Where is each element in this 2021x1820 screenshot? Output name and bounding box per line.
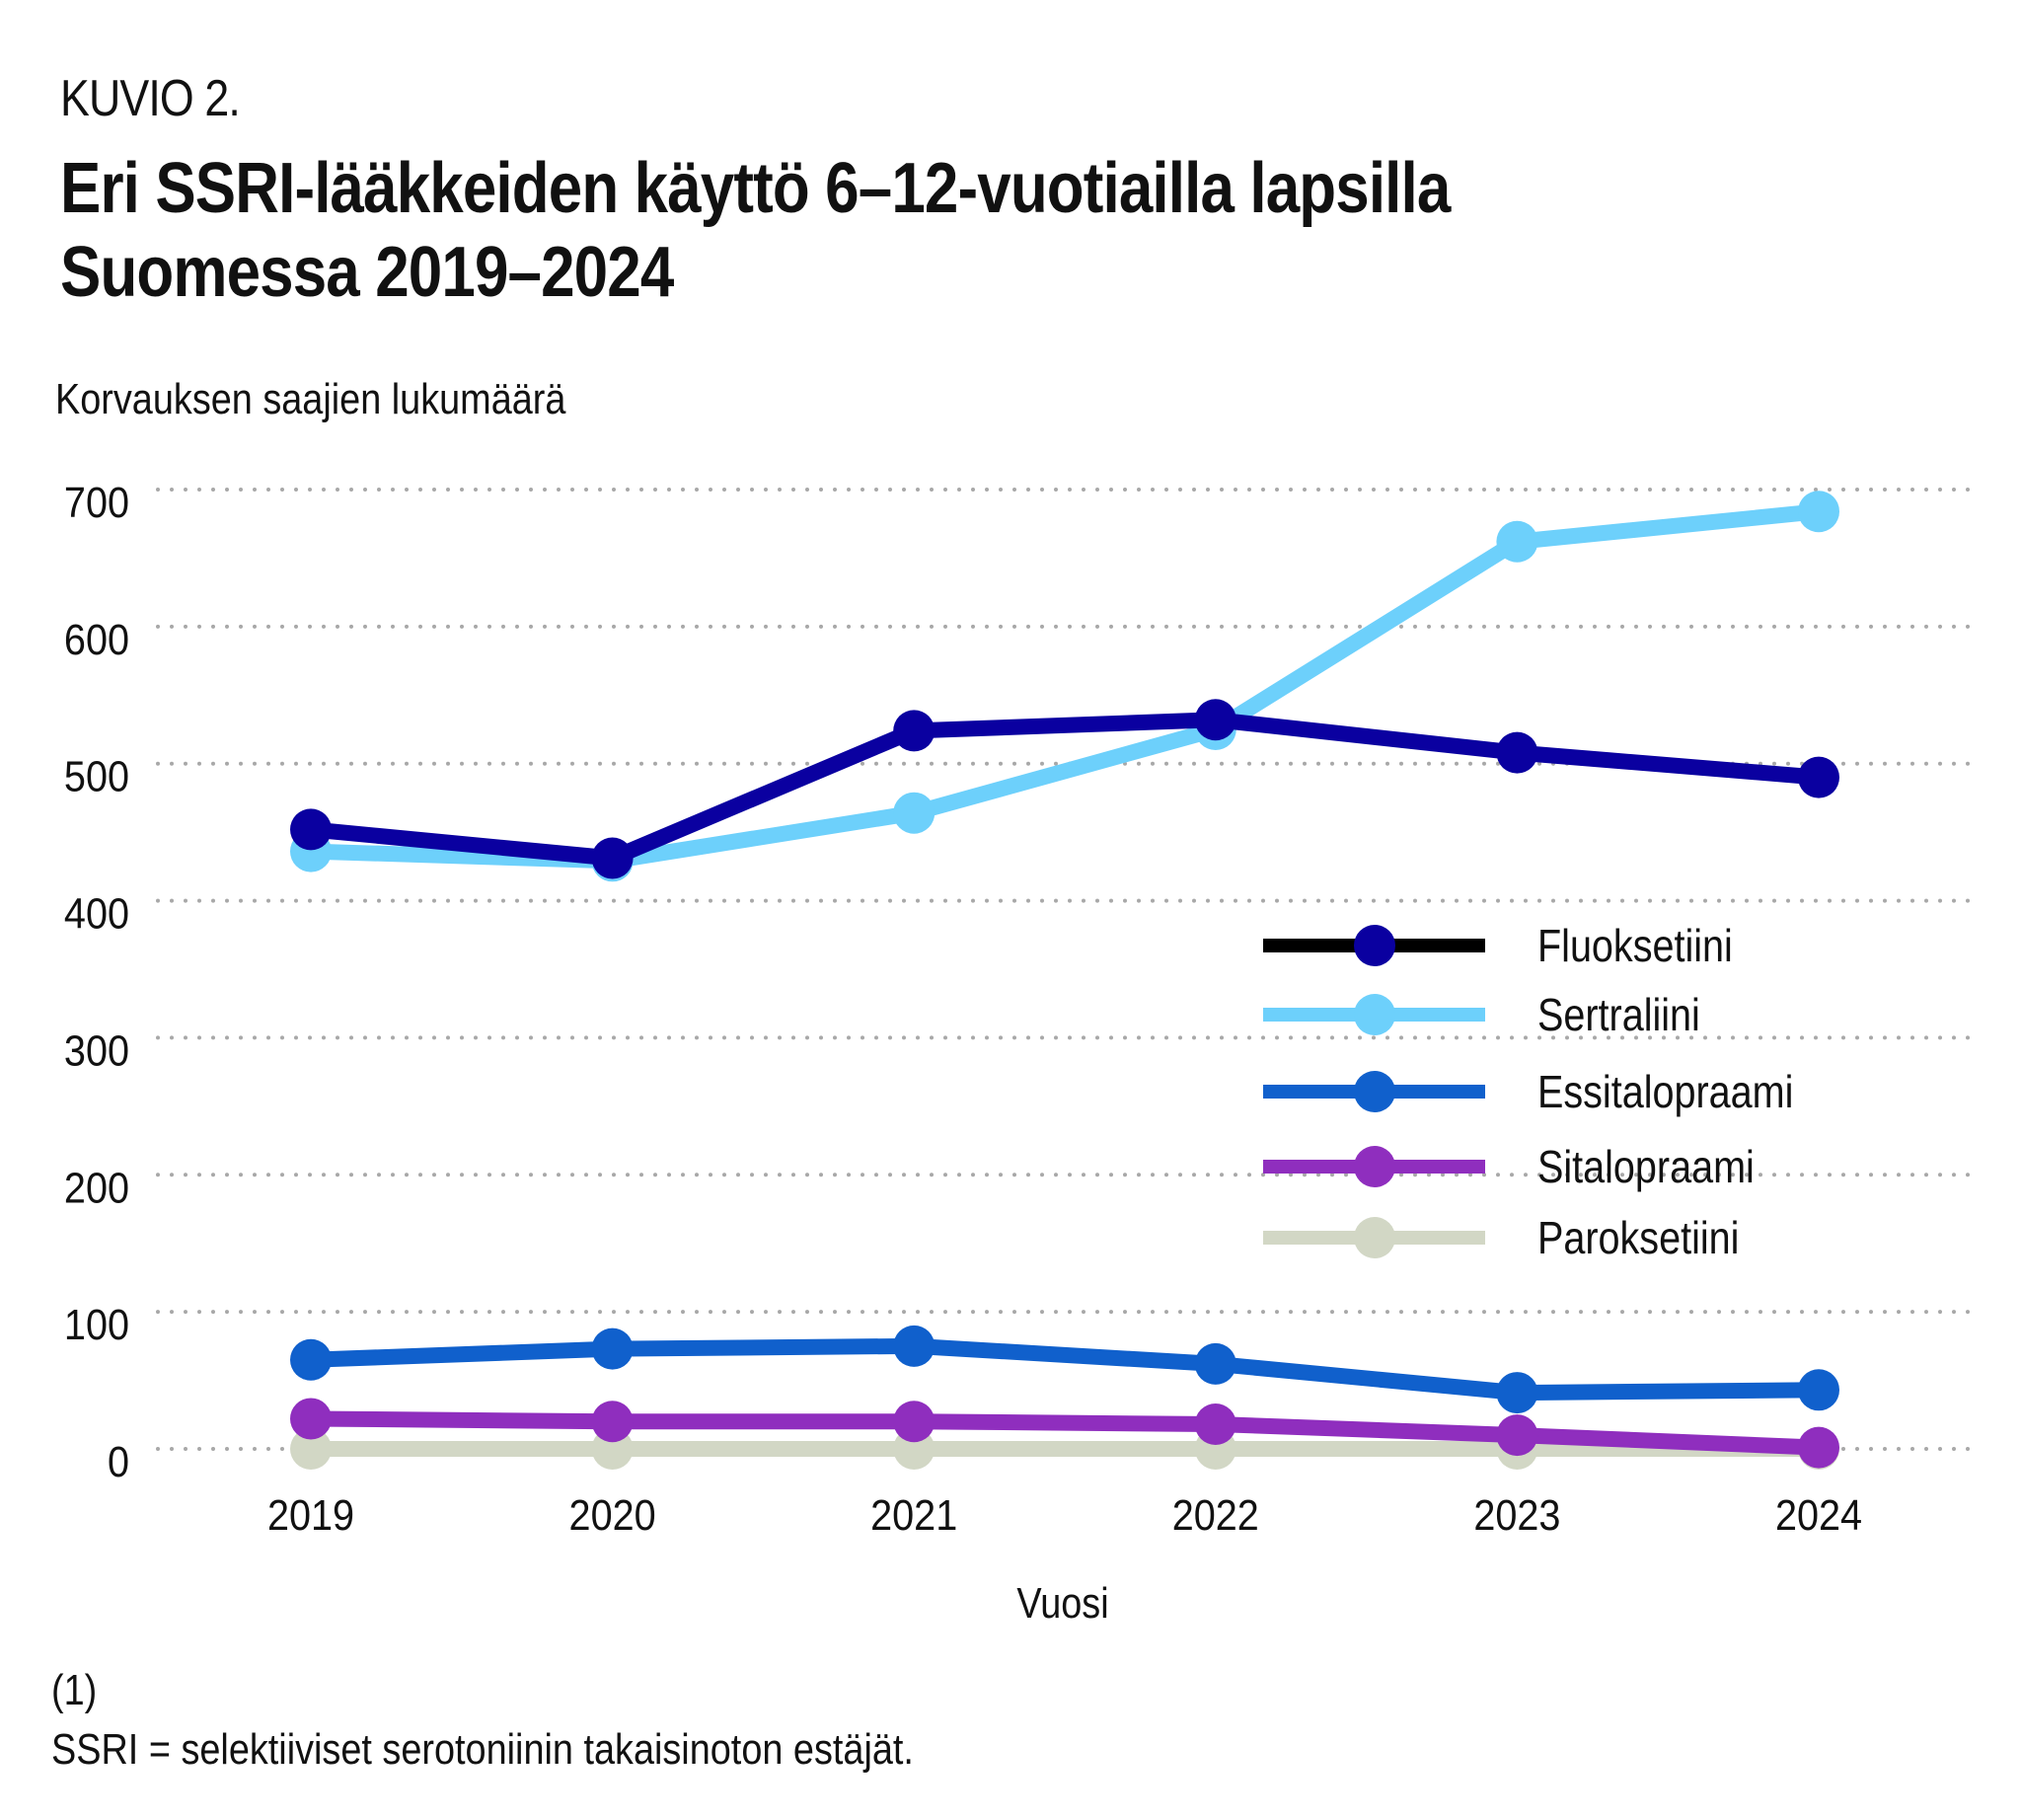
- data-point: [591, 1401, 634, 1443]
- data-point: [1496, 520, 1538, 563]
- legend: Fluoksetiini Sertraliini Essitalopraami Sit…: [1263, 921, 1793, 1264]
- legend-item: Fluoksetiini: [1263, 921, 1733, 972]
- y-tick-label: 500: [64, 752, 129, 800]
- chart-title-line-1: Eri SSRI-lääkkeiden käyttö 6–12-vuotiail…: [60, 149, 1451, 228]
- y-tick-label: 300: [64, 1025, 129, 1074]
- x-tick-label: 2023: [1473, 1490, 1560, 1539]
- data-point: [1798, 491, 1839, 533]
- legend-label: Essitalopraami: [1537, 1067, 1793, 1117]
- data-point: [1496, 731, 1538, 774]
- series-fluoksetiini: [290, 699, 1839, 879]
- legend-item: Paroksetiini: [1263, 1213, 1739, 1264]
- y-tick-label: 700: [64, 478, 129, 526]
- data-point: [1496, 1414, 1538, 1457]
- legend-item: Essitalopraami: [1263, 1067, 1793, 1118]
- series-lines: [290, 491, 1839, 1470]
- data-point: [1798, 1426, 1839, 1469]
- data-point: [290, 1428, 332, 1470]
- series-line: [310, 712, 1820, 867]
- x-axis-label: Vuosi: [1016, 1579, 1109, 1628]
- y-axis-label: Korvauksen saajien lukumäärä: [55, 375, 566, 423]
- data-point: [893, 710, 936, 752]
- x-tick-labels: 2019 2020 2021 2022 2023 2024: [267, 1490, 1862, 1539]
- legend-marker: [1354, 1217, 1395, 1258]
- series-sitalopraami: [290, 1398, 1839, 1469]
- x-tick-label: 2020: [569, 1490, 656, 1539]
- data-point: [290, 1398, 332, 1440]
- data-point: [893, 1401, 936, 1443]
- legend-label: Sitalopraami: [1537, 1142, 1755, 1192]
- data-point: [290, 808, 332, 851]
- y-tick-label: 400: [64, 889, 129, 938]
- legend-item: Sertraliini: [1263, 990, 1700, 1041]
- legend-marker: [1354, 1146, 1395, 1187]
- data-point: [591, 1327, 634, 1370]
- y-tick-label: 0: [108, 1437, 129, 1485]
- legend-marker: [1354, 925, 1395, 966]
- legend-marker: [1354, 1071, 1395, 1112]
- data-point: [1194, 1403, 1236, 1446]
- legend-label: Paroksetiini: [1537, 1213, 1739, 1263]
- series-line: [310, 503, 1820, 870]
- y-tick-label: 600: [64, 615, 129, 663]
- y-tick-labels: 0 100 200 300 400 500 600 700: [64, 478, 129, 1485]
- series-sertraliini: [290, 491, 1839, 882]
- legend-marker: [1354, 994, 1395, 1035]
- data-point: [1798, 1369, 1839, 1411]
- y-tick-label: 200: [64, 1163, 129, 1211]
- y-tick-label: 100: [64, 1300, 129, 1348]
- figure-label: KUVIO 2.: [60, 70, 241, 127]
- series-essitalopraami: [290, 1325, 1839, 1414]
- data-point: [893, 792, 936, 834]
- series-line: [310, 1410, 1820, 1456]
- data-point: [893, 1325, 936, 1367]
- data-point: [591, 837, 634, 879]
- legend-label: Fluoksetiini: [1537, 921, 1733, 971]
- legend-label: Sertraliini: [1537, 990, 1700, 1040]
- legend-item: Sitalopraami: [1263, 1142, 1755, 1193]
- x-tick-label: 2021: [870, 1490, 957, 1539]
- chart-title-line-2: Suomessa 2019–2024: [60, 233, 674, 312]
- footnote-marker: (1): [51, 1666, 98, 1714]
- x-tick-label: 2022: [1172, 1490, 1259, 1539]
- data-point: [1798, 756, 1839, 798]
- data-point: [1194, 1342, 1236, 1385]
- x-tick-label: 2019: [267, 1490, 354, 1539]
- footnote-text: SSRI = selektiiviset serotoniinin takais…: [51, 1725, 914, 1774]
- data-point: [1194, 699, 1236, 741]
- x-tick-label: 2024: [1775, 1490, 1862, 1539]
- series-line: [310, 1337, 1820, 1402]
- data-point: [290, 1338, 332, 1381]
- data-point: [1496, 1372, 1538, 1414]
